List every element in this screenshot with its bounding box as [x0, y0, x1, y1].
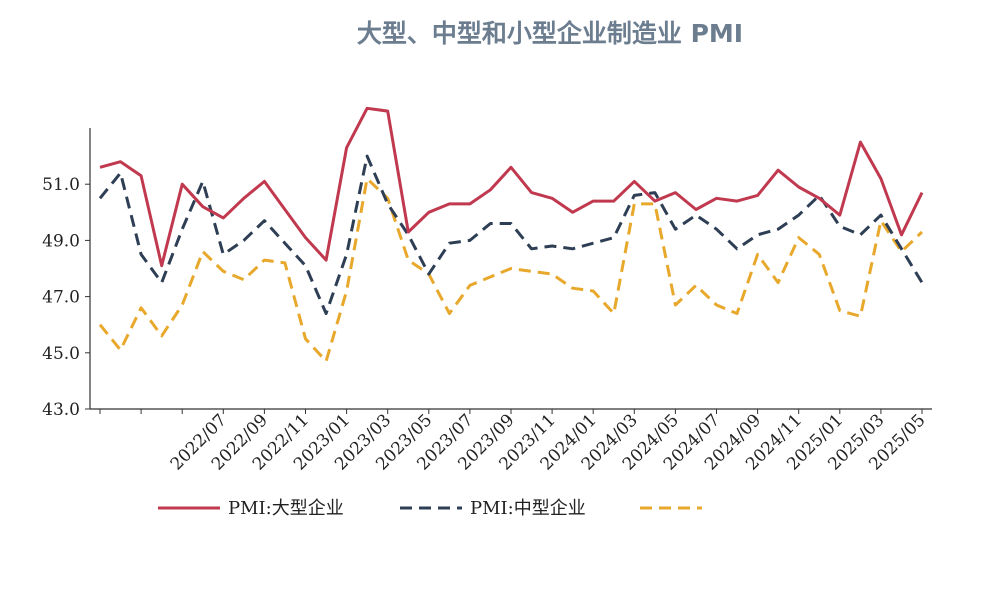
chart-title: 大型、中型和小型企业制造业 PMI: [357, 19, 743, 48]
series-line-2: [98, 154, 924, 315]
y-tick-label: 47.0: [42, 288, 80, 308]
y-tick-label: 49.0: [42, 231, 80, 251]
y-tick-label: 51.0: [42, 175, 80, 195]
legend-label-1: PMI:大型企业: [228, 498, 344, 519]
legend-label-2: PMI:中型企业: [470, 498, 586, 519]
series-line-3: [98, 177, 924, 363]
y-tick-label: 45.0: [42, 344, 80, 364]
series-line-1: [99, 106, 924, 268]
y-tick-label: 43.0: [42, 400, 80, 420]
